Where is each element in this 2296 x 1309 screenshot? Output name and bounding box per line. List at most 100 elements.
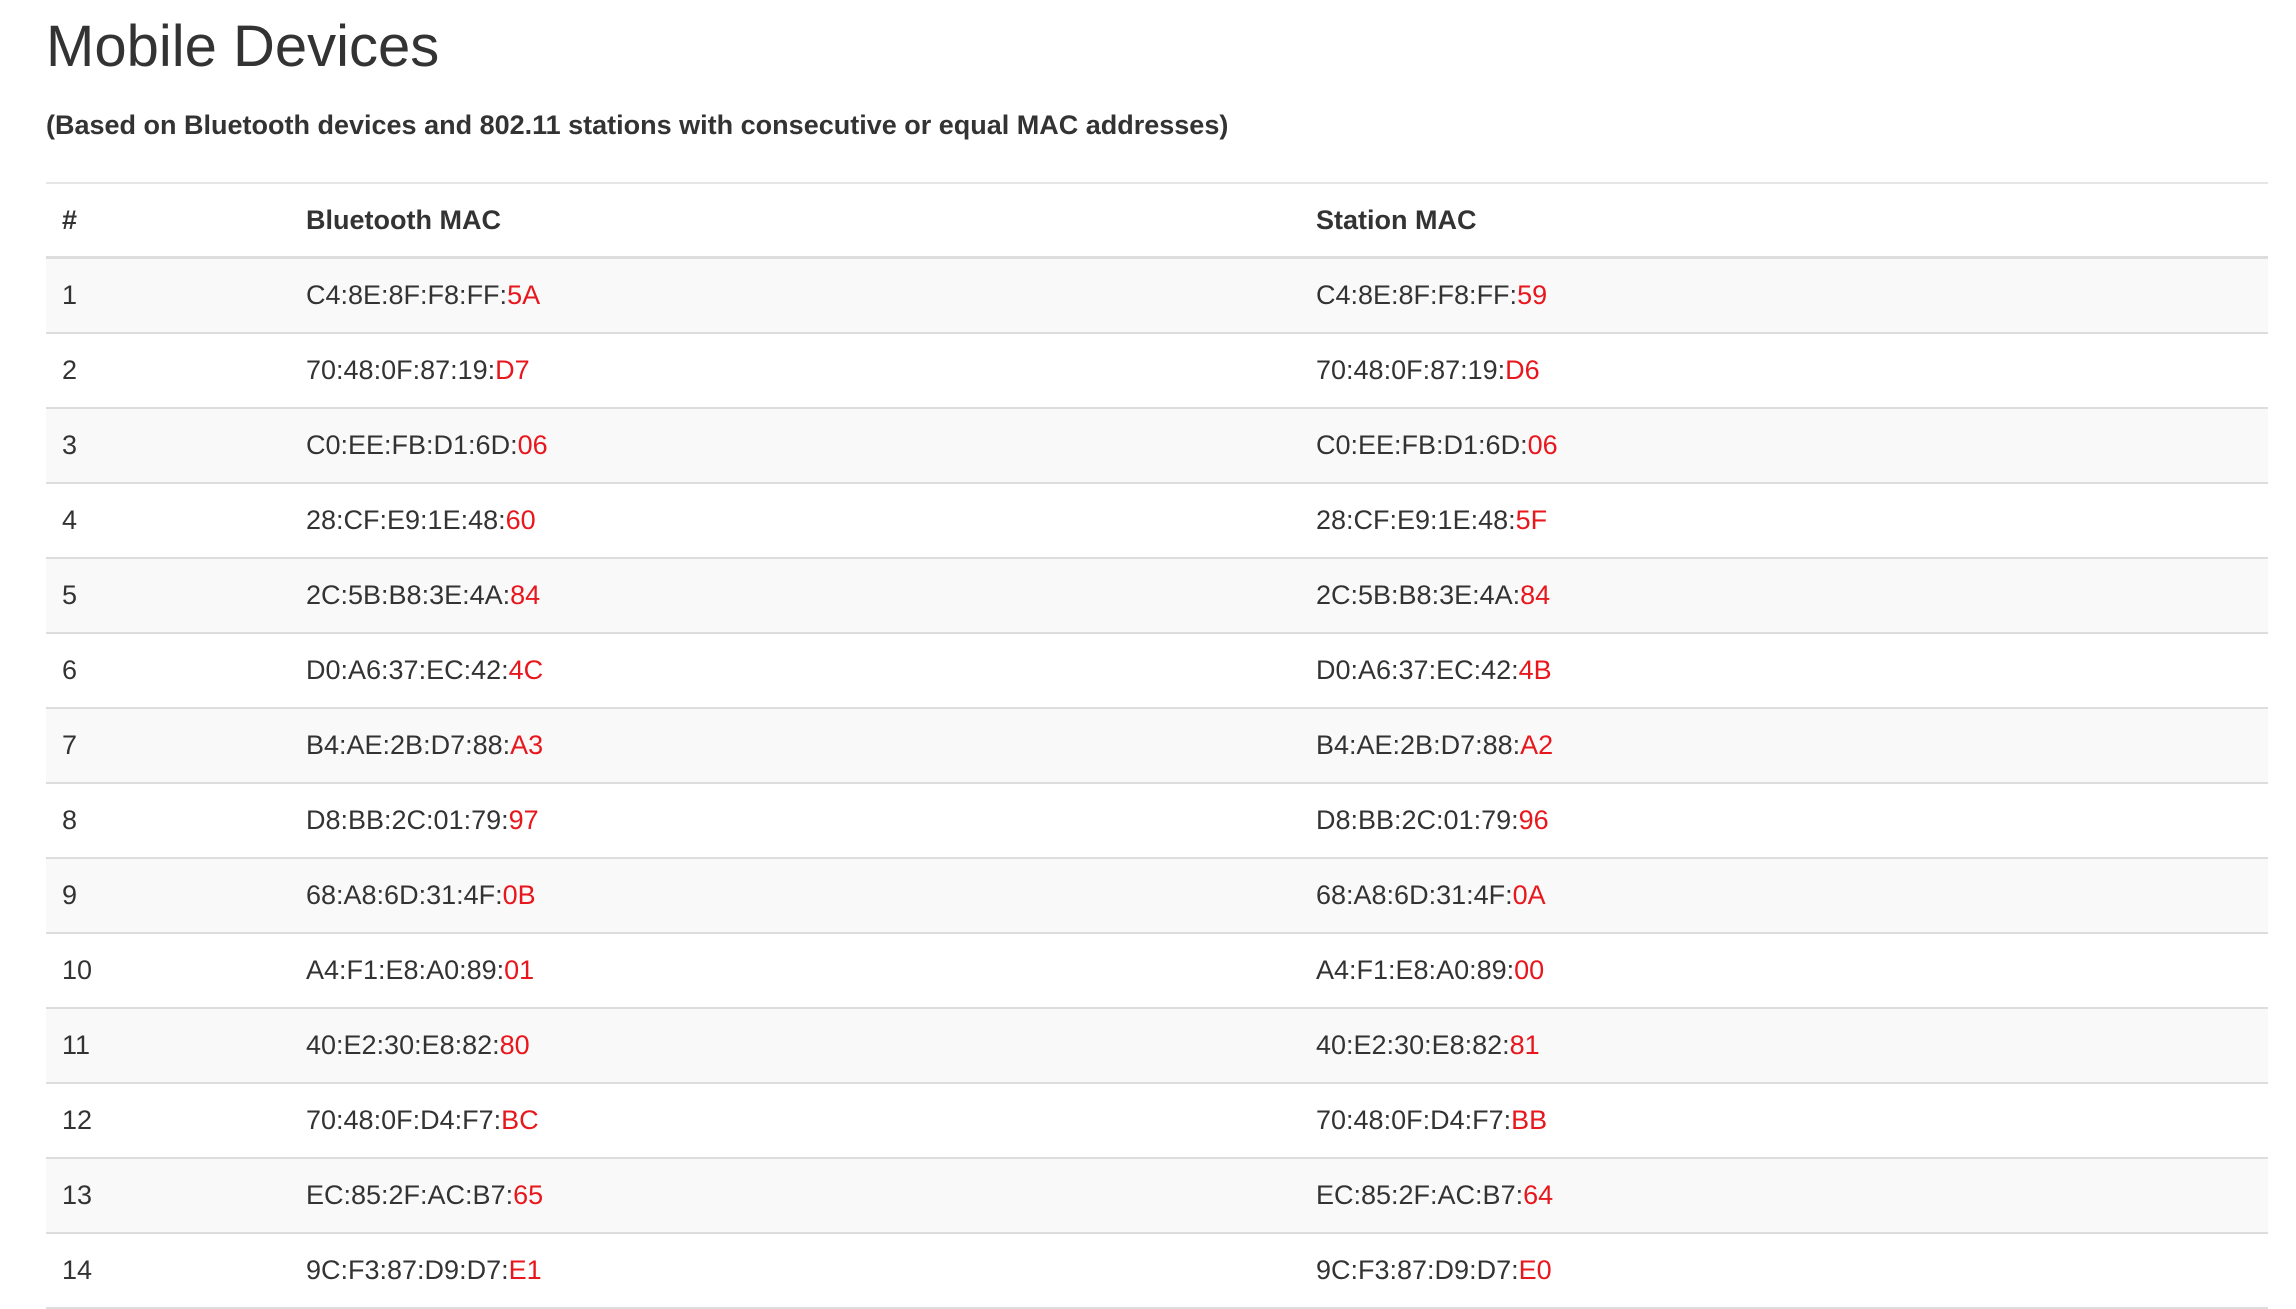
header-bluetooth-mac: Bluetooth MAC — [290, 182, 1300, 259]
header-number: # — [46, 182, 290, 259]
row-number: 8 — [46, 783, 290, 859]
bluetooth-mac-cell: 68:A8:6D:31:4F:0B — [290, 858, 1300, 934]
bluetooth-mac-last-octet: D7 — [495, 355, 530, 385]
station-mac-prefix: 2C:5B:B8:3E:4A: — [1316, 580, 1521, 610]
devices-table: # Bluetooth MAC Station MAC 1 C4:8E:8F:F8… — [46, 182, 2268, 1309]
station-mac-last-octet: 0A — [1512, 880, 1546, 910]
table-row: 9 68:A8:6D:31:4F:0B 68:A8:6D:31:4F:0A — [46, 858, 2268, 934]
page-title: Mobile Devices — [46, 14, 440, 79]
bluetooth-mac-prefix: 70:48:0F:87:19: — [306, 355, 496, 385]
row-number: 5 — [46, 558, 290, 634]
table-row: 3 C0:EE:FB:D1:6D:06 C0:EE:FB:D1:6D:06 — [46, 408, 2268, 484]
table-row: 14 9C:F3:87:D9:D7:E1 9C:F3:87:D9:D7:E0 — [46, 1233, 2268, 1309]
bluetooth-mac-cell: 40:E2:30:E8:82:80 — [290, 1008, 1300, 1084]
table-body: 1 C4:8E:8F:F8:FF:5A C4:8E:8F:F8:FF:59 2 70:4… — [46, 257, 2268, 1309]
table-row: 13 EC:85:2F:AC:B7:65 EC:85:2F:AC:B7:64 — [46, 1158, 2268, 1234]
station-mac-cell: D8:BB:2C:01:79:96 — [1300, 783, 2268, 859]
station-mac-cell: C0:EE:FB:D1:6D:06 — [1300, 408, 2268, 484]
station-mac-cell: 70:48:0F:87:19:D6 — [1300, 333, 2268, 409]
bluetooth-mac-prefix: EC:85:2F:AC:B7: — [306, 1180, 514, 1210]
station-mac-prefix: B4:AE:2B:D7:88: — [1316, 730, 1521, 760]
station-mac-cell: 70:48:0F:D4:F7:BB — [1300, 1083, 2268, 1159]
station-mac-prefix: D0:A6:37:EC:42: — [1316, 655, 1519, 685]
row-number: 3 — [46, 408, 290, 484]
bluetooth-mac-cell: D0:A6:37:EC:42:4C — [290, 633, 1300, 709]
bluetooth-mac-prefix: D0:A6:37:EC:42: — [306, 655, 509, 685]
table-header: # Bluetooth MAC Station MAC — [46, 182, 2268, 259]
station-mac-cell: A4:F1:E8:A0:89:00 — [1300, 933, 2268, 1009]
table-row: 2 70:48:0F:87:19:D7 70:48:0F:87:19:D6 — [46, 333, 2268, 409]
bluetooth-mac-last-octet: E1 — [508, 1255, 542, 1285]
station-mac-cell: 28:CF:E9:1E:48:5F — [1300, 483, 2268, 559]
bluetooth-mac-last-octet: 80 — [499, 1030, 530, 1060]
bluetooth-mac-last-octet: 0B — [502, 880, 536, 910]
bluetooth-mac-prefix: 9C:F3:87:D9:D7: — [306, 1255, 509, 1285]
bluetooth-mac-cell: 2C:5B:B8:3E:4A:84 — [290, 558, 1300, 634]
bluetooth-mac-cell: 70:48:0F:D4:F7:BC — [290, 1083, 1300, 1159]
header-row: # Bluetooth MAC Station MAC — [46, 182, 2268, 259]
station-mac-prefix: 28:CF:E9:1E:48: — [1316, 505, 1516, 535]
bluetooth-mac-last-octet: 65 — [513, 1180, 544, 1210]
bluetooth-mac-prefix: D8:BB:2C:01:79: — [306, 805, 509, 835]
table-row: 12 70:48:0F:D4:F7:BC 70:48:0F:D4:F7:BB — [46, 1083, 2268, 1159]
station-mac-last-octet: 00 — [1514, 955, 1545, 985]
station-mac-last-octet: 96 — [1518, 805, 1549, 835]
table-row: 11 40:E2:30:E8:82:80 40:E2:30:E8:82:81 — [46, 1008, 2268, 1084]
station-mac-last-octet: A2 — [1520, 730, 1554, 760]
header-station-mac: Station MAC — [1300, 182, 2268, 259]
bluetooth-mac-last-octet: 01 — [504, 955, 535, 985]
bluetooth-mac-last-octet: 5A — [507, 280, 541, 310]
row-number: 14 — [46, 1233, 290, 1309]
row-number: 10 — [46, 933, 290, 1009]
station-mac-prefix: C4:8E:8F:F8:FF: — [1316, 280, 1518, 310]
row-number: 7 — [46, 708, 290, 784]
station-mac-prefix: 9C:F3:87:D9:D7: — [1316, 1255, 1519, 1285]
row-number: 6 — [46, 633, 290, 709]
station-mac-last-octet: 81 — [1509, 1030, 1540, 1060]
bluetooth-mac-cell: EC:85:2F:AC:B7:65 — [290, 1158, 1300, 1234]
bluetooth-mac-prefix: C4:8E:8F:F8:FF: — [306, 280, 508, 310]
station-mac-cell: B4:AE:2B:D7:88:A2 — [1300, 708, 2268, 784]
bluetooth-mac-prefix: A4:F1:E8:A0:89: — [306, 955, 505, 985]
bluetooth-mac-last-octet: 97 — [508, 805, 539, 835]
station-mac-cell: EC:85:2F:AC:B7:64 — [1300, 1158, 2268, 1234]
station-mac-prefix: A4:F1:E8:A0:89: — [1316, 955, 1515, 985]
station-mac-prefix: 40:E2:30:E8:82: — [1316, 1030, 1510, 1060]
station-mac-prefix: 68:A8:6D:31:4F: — [1316, 880, 1513, 910]
devices-table-container: # Bluetooth MAC Station MAC 1 C4:8E:8F:F8… — [46, 182, 2268, 1309]
table-row: 1 C4:8E:8F:F8:FF:5A C4:8E:8F:F8:FF:59 — [46, 257, 2268, 334]
station-mac-last-octet: E0 — [1518, 1255, 1552, 1285]
row-number: 11 — [46, 1008, 290, 1084]
station-mac-cell: D0:A6:37:EC:42:4B — [1300, 633, 2268, 709]
bluetooth-mac-cell: C4:8E:8F:F8:FF:5A — [290, 257, 1300, 334]
bluetooth-mac-prefix: 40:E2:30:E8:82: — [306, 1030, 500, 1060]
station-mac-last-octet: 4B — [1518, 655, 1552, 685]
station-mac-cell: 68:A8:6D:31:4F:0A — [1300, 858, 2268, 934]
station-mac-prefix: D8:BB:2C:01:79: — [1316, 805, 1519, 835]
row-number: 2 — [46, 333, 290, 409]
bluetooth-mac-cell: A4:F1:E8:A0:89:01 — [290, 933, 1300, 1009]
bluetooth-mac-last-octet: 60 — [505, 505, 536, 535]
station-mac-prefix: C0:EE:FB:D1:6D: — [1316, 430, 1528, 460]
station-mac-last-octet: 64 — [1523, 1180, 1554, 1210]
bluetooth-mac-prefix: 28:CF:E9:1E:48: — [306, 505, 506, 535]
table-row: 10 A4:F1:E8:A0:89:01 A4:F1:E8:A0:89:00 — [46, 933, 2268, 1009]
bluetooth-mac-last-octet: A3 — [510, 730, 544, 760]
bluetooth-mac-cell: C0:EE:FB:D1:6D:06 — [290, 408, 1300, 484]
bluetooth-mac-prefix: 68:A8:6D:31:4F: — [306, 880, 503, 910]
row-number: 4 — [46, 483, 290, 559]
bluetooth-mac-cell: 9C:F3:87:D9:D7:E1 — [290, 1233, 1300, 1309]
station-mac-last-octet: BB — [1511, 1105, 1548, 1135]
station-mac-last-octet: 84 — [1520, 580, 1551, 610]
table-row: 7 B4:AE:2B:D7:88: A3 B4:AE:2B:D7:88:A2 — [46, 708, 2268, 784]
station-mac-last-octet: 5F — [1515, 505, 1548, 535]
table-row: 4 28:CF:E9:1E:48:60 28:CF:E9:1E:48:5F — [46, 483, 2268, 559]
row-number: 1 — [46, 257, 290, 334]
station-mac-cell: 2C:5B:B8:3E:4A:84 — [1300, 558, 2268, 634]
station-mac-cell: 9C:F3:87:D9:D7:E0 — [1300, 1233, 2268, 1309]
bluetooth-mac-prefix: 2C:5B:B8:3E:4A: — [306, 580, 511, 610]
page-subtitle: (Based on Bluetooth devices and 802.11 s… — [46, 110, 1229, 140]
bluetooth-mac-last-octet: 4C — [508, 655, 544, 685]
bluetooth-mac-last-octet: 06 — [517, 430, 548, 460]
